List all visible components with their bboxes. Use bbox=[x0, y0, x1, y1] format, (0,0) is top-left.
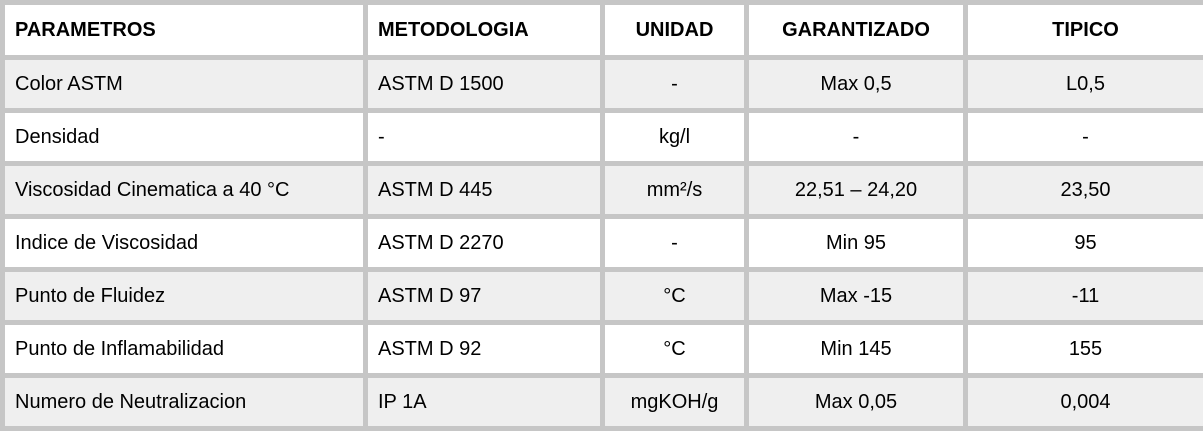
cell-tipico: 95 bbox=[963, 214, 1203, 272]
cell-parametro: Numero de Neutralizacion bbox=[0, 373, 368, 431]
cell-metodologia: ASTM D 2270 bbox=[363, 214, 605, 272]
cell-garantizado: Min 95 bbox=[744, 214, 968, 272]
table-row: Punto de Fluidez ASTM D 97 °C Max -15 -1… bbox=[0, 267, 1203, 325]
cell-unidad: °C bbox=[600, 267, 749, 325]
table-row: Densidad - kg/l - - bbox=[0, 108, 1203, 166]
cell-metodologia: ASTM D 445 bbox=[363, 161, 605, 219]
cell-parametro: Indice de Viscosidad bbox=[0, 214, 368, 272]
cell-unidad: °C bbox=[600, 320, 749, 378]
cell-unidad: kg/l bbox=[600, 108, 749, 166]
col-header-garantizado: GARANTIZADO bbox=[744, 0, 968, 60]
cell-parametro: Punto de Fluidez bbox=[0, 267, 368, 325]
cell-tipico: 23,50 bbox=[963, 161, 1203, 219]
col-header-unidad: UNIDAD bbox=[600, 0, 749, 60]
table-header-row: PARAMETROS METODOLOGIA UNIDAD GARANTIZAD… bbox=[0, 0, 1203, 60]
table-row: Color ASTM ASTM D 1500 - Max 0,5 L0,5 bbox=[0, 55, 1203, 113]
col-header-tipico: TIPICO bbox=[963, 0, 1203, 60]
table-row: Numero de Neutralizacion IP 1A mgKOH/g M… bbox=[0, 373, 1203, 431]
cell-unidad: - bbox=[600, 214, 749, 272]
cell-tipico: 0,004 bbox=[963, 373, 1203, 431]
cell-unidad: mgKOH/g bbox=[600, 373, 749, 431]
cell-garantizado: Min 145 bbox=[744, 320, 968, 378]
cell-parametro: Viscosidad Cinematica a 40 °C bbox=[0, 161, 368, 219]
table-row: Viscosidad Cinematica a 40 °C ASTM D 445… bbox=[0, 161, 1203, 219]
cell-metodologia: ASTM D 1500 bbox=[363, 55, 605, 113]
cell-unidad: - bbox=[600, 55, 749, 113]
cell-tipico: 155 bbox=[963, 320, 1203, 378]
cell-metodologia: ASTM D 92 bbox=[363, 320, 605, 378]
cell-metodologia: IP 1A bbox=[363, 373, 605, 431]
cell-tipico: L0,5 bbox=[963, 55, 1203, 113]
cell-garantizado: 22,51 – 24,20 bbox=[744, 161, 968, 219]
cell-garantizado: Max -15 bbox=[744, 267, 968, 325]
cell-metodologia: - bbox=[363, 108, 605, 166]
cell-garantizado: - bbox=[744, 108, 968, 166]
cell-tipico: - bbox=[963, 108, 1203, 166]
cell-garantizado: Max 0,5 bbox=[744, 55, 968, 113]
cell-parametro: Color ASTM bbox=[0, 55, 368, 113]
cell-parametro: Densidad bbox=[0, 108, 368, 166]
table-row: Punto de Inflamabilidad ASTM D 92 °C Min… bbox=[0, 320, 1203, 378]
cell-garantizado: Max 0,05 bbox=[744, 373, 968, 431]
cell-metodologia: ASTM D 97 bbox=[363, 267, 605, 325]
col-header-metodologia: METODOLOGIA bbox=[363, 0, 605, 60]
cell-tipico: -11 bbox=[963, 267, 1203, 325]
table-row: Indice de Viscosidad ASTM D 2270 - Min 9… bbox=[0, 214, 1203, 272]
cell-parametro: Punto de Inflamabilidad bbox=[0, 320, 368, 378]
cell-unidad: mm²/s bbox=[600, 161, 749, 219]
col-header-parametros: PARAMETROS bbox=[0, 0, 368, 60]
